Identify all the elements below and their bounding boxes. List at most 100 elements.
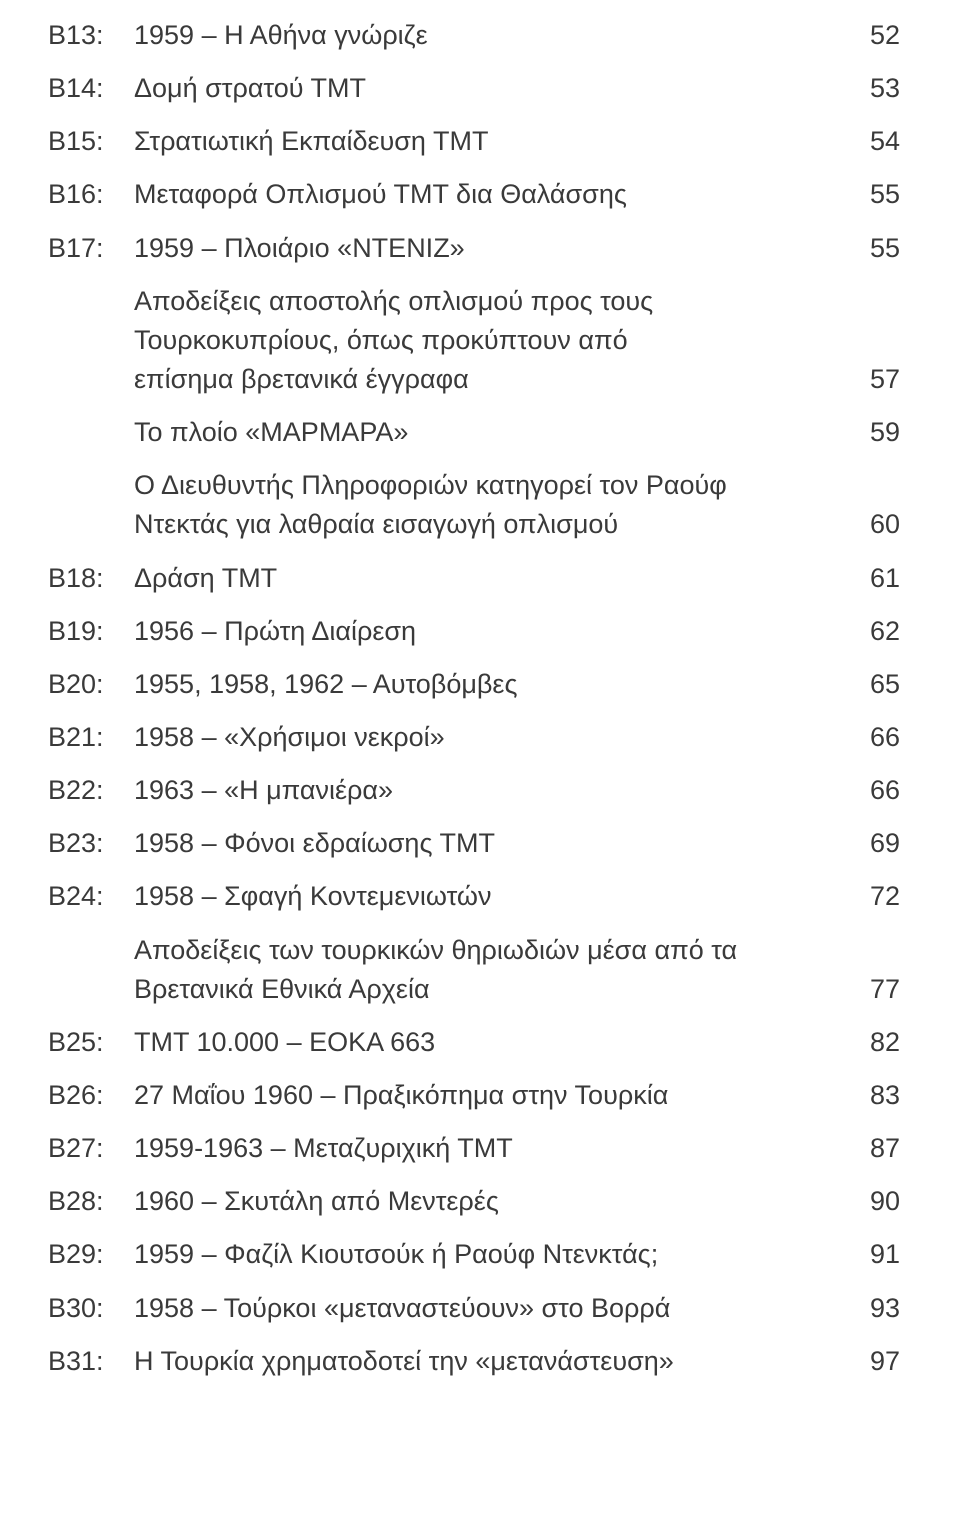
toc-entry-title: Η Τουρκία χρηματοδοτεί την «μετανάστευση… [134, 1342, 852, 1381]
toc-entry: B18:Δράση ΤΜΤ61 [48, 559, 900, 598]
toc-entry: B24:1958 – Σφαγή Κοντεμενιωτών72 [48, 877, 900, 916]
toc-entry-id: B31: [48, 1342, 134, 1381]
toc-entry-body: 1958 – «Χρήσιμοι νεκροί»66 [134, 718, 900, 757]
toc-entry-id: B29: [48, 1235, 134, 1274]
toc-entry-id: B16: [48, 175, 134, 214]
toc-page: B13:1959 – Η Αθήνα γνώριζε52 B14:Δομή στρ… [0, 0, 960, 1513]
toc-entry: Αποδείξεις των τουρκικών θηριωδιών μέσα … [48, 931, 900, 1009]
toc-entry-title: Μεταφορά Οπλισμού ΤΜΤ δια Θαλάσσης [134, 175, 852, 214]
toc-entry: B14:Δομή στρατού ΤΜΤ53 [48, 69, 900, 108]
toc-entry: Ο Διευθυντής Πληροφοριών κατηγορεί τον Ρ… [48, 466, 900, 544]
toc-entry: B30:1958 – Τούρκοι «μεταναστεύουν» στο Β… [48, 1289, 900, 1328]
toc-entry-page: 72 [852, 877, 900, 916]
toc-entry: B20:1955, 1958, 1962 – Αυτοβόμβες65 [48, 665, 900, 704]
toc-entry: Αποδείξεις αποστολής οπλισμού προς τουςΤ… [48, 282, 900, 399]
toc-entry-body: 1959 – Φαζίλ Κιουτσούκ ή Ραούφ Ντενκτάς;… [134, 1235, 900, 1274]
toc-entry-title: 1959 – Πλοιάριο «ΝΤΕΝΙΖ» [134, 229, 852, 268]
toc-entry-page: 59 [852, 413, 900, 452]
toc-entry-id: B24: [48, 877, 134, 916]
toc-entry-page: 66 [852, 718, 900, 757]
toc-entry-body: 1960 – Σκυτάλη από Μεντερές90 [134, 1182, 900, 1221]
toc-entry-last-line: Ντεκτάς για λαθραία εισαγωγή οπλισμού60 [134, 505, 900, 544]
toc-entry-page: 91 [852, 1235, 900, 1274]
toc-entry-page: 90 [852, 1182, 900, 1221]
toc-entry-title: ΤΜΤ 10.000 – ΕΟΚΑ 663 [134, 1023, 852, 1062]
toc-entry-body: 1959 – Πλοιάριο «ΝΤΕΝΙΖ»55 [134, 229, 900, 268]
toc-entry-title: Στρατιωτική Εκπαίδευση ΤΜΤ [134, 122, 852, 161]
toc-entry-page: 82 [852, 1023, 900, 1062]
toc-entry-id: B23: [48, 824, 134, 863]
toc-entry-id: B27: [48, 1129, 134, 1168]
toc-entry-title: Βρετανικά Εθνικά Αρχεία [134, 970, 852, 1009]
toc-entry: B19:1956 – Πρώτη Διαίρεση62 [48, 612, 900, 651]
toc-entry-title-line: Ο Διευθυντής Πληροφοριών κατηγορεί τον Ρ… [134, 466, 900, 505]
toc-entry-page: 55 [852, 229, 900, 268]
toc-entry-title: 1963 – «Η μπανιέρα» [134, 771, 852, 810]
toc-entry-page: 55 [852, 175, 900, 214]
toc-entry-title: 1959 – Φαζίλ Κιουτσούκ ή Ραούφ Ντενκτάς; [134, 1235, 852, 1274]
toc-entry-title-line: Αποδείξεις αποστολής οπλισμού προς τους [134, 282, 900, 321]
toc-entry-body: Αποδείξεις αποστολής οπλισμού προς τουςΤ… [134, 282, 900, 399]
toc-entry-id: B26: [48, 1076, 134, 1115]
toc-entry-page: 69 [852, 824, 900, 863]
toc-entry: B15:Στρατιωτική Εκπαίδευση ΤΜΤ54 [48, 122, 900, 161]
toc-entry-title: 1955, 1958, 1962 – Αυτοβόμβες [134, 665, 852, 704]
toc-entry-page: 65 [852, 665, 900, 704]
toc-entry-id: B20: [48, 665, 134, 704]
toc-entry-body: 1963 – «Η μπανιέρα»66 [134, 771, 900, 810]
toc-entry-title: Δράση ΤΜΤ [134, 559, 852, 598]
toc-entry-body: Αποδείξεις των τουρκικών θηριωδιών μέσα … [134, 931, 900, 1009]
toc-entry-id: B28: [48, 1182, 134, 1221]
toc-entry-id: B19: [48, 612, 134, 651]
toc-entry-body: Το πλοίο «ΜΑΡΜΑΡΑ»59 [134, 413, 900, 452]
toc-entry: Το πλοίο «ΜΑΡΜΑΡΑ»59 [48, 413, 900, 452]
toc-entry-title-line: Τουρκοκυπρίους, όπως προκύπτουν από [134, 321, 900, 360]
toc-entry-id: B18: [48, 559, 134, 598]
toc-entry-page: 52 [852, 16, 900, 55]
toc-entry-page: 77 [852, 970, 900, 1009]
toc-entry: B25:ΤΜΤ 10.000 – ΕΟΚΑ 66382 [48, 1023, 900, 1062]
toc-entry-page: 62 [852, 612, 900, 651]
toc-entry-body: Ο Διευθυντής Πληροφοριών κατηγορεί τον Ρ… [134, 466, 900, 544]
toc-entry-title: 1959-1963 – Μεταζυριχική ΤΜΤ [134, 1129, 852, 1168]
toc-entry-body: 1959 – Η Αθήνα γνώριζε52 [134, 16, 900, 55]
toc-entry-body: Δράση ΤΜΤ61 [134, 559, 900, 598]
toc-entry-title: Το πλοίο «ΜΑΡΜΑΡΑ» [134, 413, 852, 452]
toc-entry-title: 1956 – Πρώτη Διαίρεση [134, 612, 852, 651]
toc-entry-title: 1958 – «Χρήσιμοι νεκροί» [134, 718, 852, 757]
toc-entry-title: 1958 – Σφαγή Κοντεμενιωτών [134, 877, 852, 916]
toc-entry: B28:1960 – Σκυτάλη από Μεντερές90 [48, 1182, 900, 1221]
toc-entry-id: B30: [48, 1289, 134, 1328]
toc-entry-title: Ντεκτάς για λαθραία εισαγωγή οπλισμού [134, 505, 852, 544]
toc-entry-last-line: Βρετανικά Εθνικά Αρχεία77 [134, 970, 900, 1009]
toc-entry-last-line: επίσημα βρετανικά έγγραφα57 [134, 360, 900, 399]
toc-entry-title-line: Αποδείξεις των τουρκικών θηριωδιών μέσα … [134, 931, 900, 970]
toc-entry: B16:Μεταφορά Οπλισμού ΤΜΤ δια Θαλάσσης55 [48, 175, 900, 214]
toc-entry: B17:1959 – Πλοιάριο «ΝΤΕΝΙΖ»55 [48, 229, 900, 268]
toc-entry-body: Μεταφορά Οπλισμού ΤΜΤ δια Θαλάσσης55 [134, 175, 900, 214]
toc-entry-id: B17: [48, 229, 134, 268]
toc-entry-body: 27 Μαΐου 1960 – Πραξικόπημα στην Τουρκία… [134, 1076, 900, 1115]
toc-entry-title-lines: Αποδείξεις των τουρκικών θηριωδιών μέσα … [134, 931, 900, 970]
toc-entry-id: B13: [48, 16, 134, 55]
toc-entry-title: 1958 – Φόνοι εδραίωσης ΤΜΤ [134, 824, 852, 863]
toc-entry-title: 1959 – Η Αθήνα γνώριζε [134, 16, 852, 55]
toc-entry-page: 53 [852, 69, 900, 108]
toc-entry-body: Δομή στρατού ΤΜΤ53 [134, 69, 900, 108]
toc-entry-title: επίσημα βρετανικά έγγραφα [134, 360, 852, 399]
toc-entry-body: 1958 – Σφαγή Κοντεμενιωτών72 [134, 877, 900, 916]
toc-entry-title-lines: Ο Διευθυντής Πληροφοριών κατηγορεί τον Ρ… [134, 466, 900, 505]
toc-entry-title: Δομή στρατού ΤΜΤ [134, 69, 852, 108]
toc-entry-title: 1958 – Τούρκοι «μεταναστεύουν» στο Βορρά [134, 1289, 852, 1328]
toc-entry-id: B15: [48, 122, 134, 161]
toc-entry-page: 66 [852, 771, 900, 810]
toc-entry-title: 27 Μαΐου 1960 – Πραξικόπημα στην Τουρκία [134, 1076, 852, 1115]
toc-entry-page: 61 [852, 559, 900, 598]
toc-entry-body: 1956 – Πρώτη Διαίρεση62 [134, 612, 900, 651]
toc-entry-body: Στρατιωτική Εκπαίδευση ΤΜΤ54 [134, 122, 900, 161]
toc-entry-title: 1960 – Σκυτάλη από Μεντερές [134, 1182, 852, 1221]
toc-entry-page: 87 [852, 1129, 900, 1168]
toc-entry-id: B21: [48, 718, 134, 757]
toc-entry-body: Η Τουρκία χρηματοδοτεί την «μετανάστευση… [134, 1342, 900, 1381]
toc-entry-page: 97 [852, 1342, 900, 1381]
